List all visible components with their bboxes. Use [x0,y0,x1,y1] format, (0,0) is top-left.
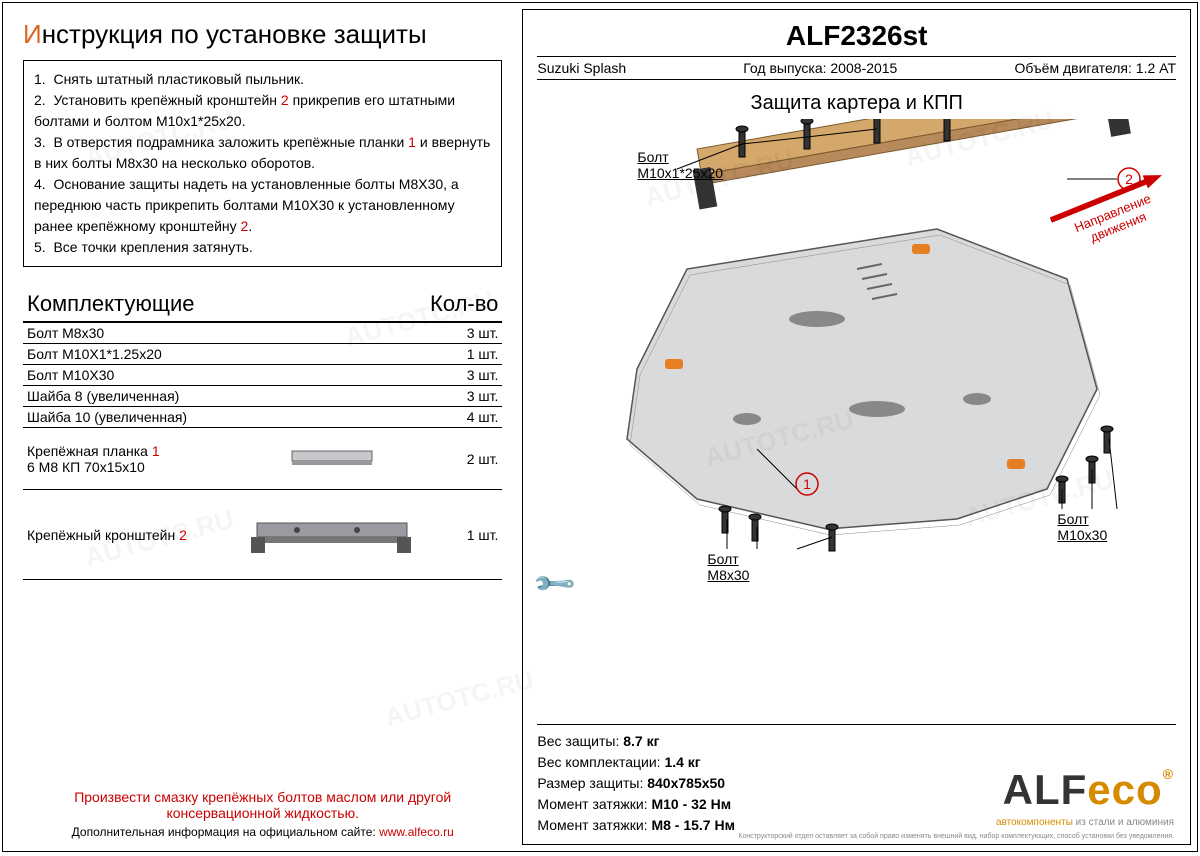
table-row: Шайба 8 (увеличенная)3 шт. [23,386,502,407]
table-row: Крепёжная планка 16 М8 КП 70х15х102 шт. [23,428,502,490]
table-row: Болт М10Х303 шт. [23,365,502,386]
svg-text:1: 1 [804,476,812,492]
right-column: ALF2326st Suzuki Splash Год выпуска: 200… [522,9,1191,845]
table-row: Болт М8х303 шт. [23,323,502,344]
instructions-box: 1. Снять штатный пластиковый пыльник.2. … [23,60,502,267]
footer-link: www.alfeco.ru [379,825,454,839]
parts-table: Болт М8х303 шт.Болт М10Х1*1.25х201 шт.Бо… [23,323,502,580]
part-illustration [242,428,422,490]
table-row: Крепёжный кронштейн 21 шт. [23,490,502,580]
left-column: Инструкция по установке защиты 1. Снять … [3,3,522,851]
footer-warning: Произвести смазку крепёжных болтов масло… [23,789,502,821]
wrench-icon: 🔧 [531,560,579,608]
parts-header-right: Кол-во [430,291,498,317]
diagram-area: 1 2 Направлениедвижения Болт М10х1*25х20… [537,119,1176,720]
spec-row: Вес защиты: 8.7 кг [537,731,1176,752]
callout-bolt-2: Болт М8х30 [707,551,749,583]
footer-note: Произвести смазку крепёжных болтов масло… [23,789,502,839]
footer-site: Дополнительная информация на официальном… [23,825,502,839]
meta-vehicle: Suzuki Splash [537,60,626,76]
parts-header-left: Комплектующие [27,291,194,317]
table-row: Болт М10Х1*1.25х201 шт. [23,344,502,365]
title-rest: нструкция по установке защиты [42,19,427,49]
page-title: Инструкция по установке защиты [23,19,502,50]
brand-tagline: автокомпоненты из стали и алюминия [996,817,1174,828]
meta-engine: Объём двигателя: 1.2 AT [1014,60,1176,76]
brand-logo: ALFeco® [1003,766,1174,814]
subtitle: Защита картера и КПП [537,92,1176,115]
part-illustration [242,490,422,580]
meta-row: Suzuki Splash Год выпуска: 2008-2015 Объ… [537,56,1176,80]
product-code: ALF2326st [537,20,1176,52]
parts-header: Комплектующие Кол-во [23,291,502,323]
table-row: Шайба 10 (увеличенная)4 шт. [23,407,502,428]
fine-print: Конструкторский отдел оставляет за собой… [738,833,1174,840]
title-first-letter: И [23,19,42,49]
callout-bolt-1: Болт М10х1*25х20 [637,149,723,181]
callout-bolt-3: Болт М10х30 [1057,511,1107,543]
meta-year: Год выпуска: 2008-2015 [743,60,897,76]
exploded-diagram: 1 2 [537,119,1177,559]
page: Инструкция по установке защиты 1. Снять … [2,2,1198,852]
